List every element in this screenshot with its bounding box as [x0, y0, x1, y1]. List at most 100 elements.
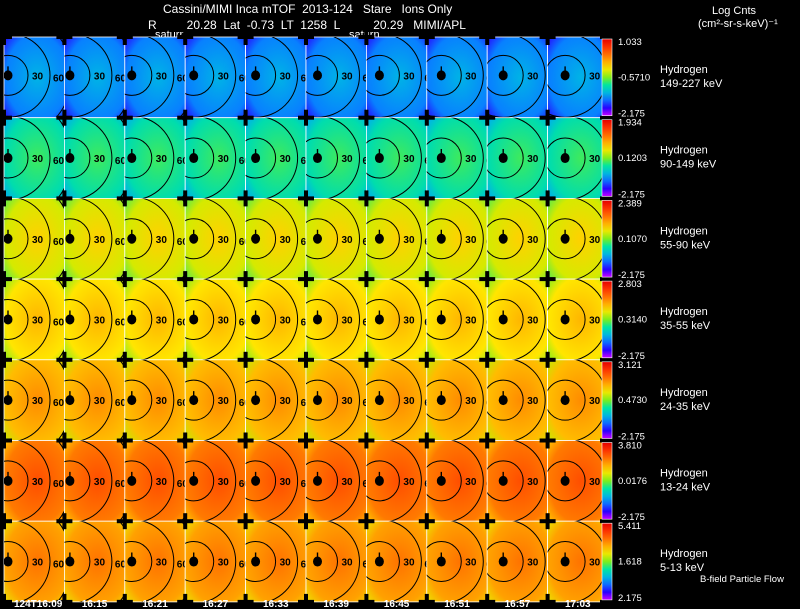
ring-label: 30	[589, 315, 601, 326]
ring-label: 60	[363, 317, 375, 328]
ring-label: 30	[403, 396, 415, 407]
species-label: Hydrogen	[660, 468, 708, 480]
grid-cross-marker	[56, 432, 73, 449]
ring-label: 60	[301, 73, 313, 84]
heatmap-cell: 30 60	[3, 359, 65, 441]
ring-label: 60	[424, 317, 436, 328]
grid-cross-marker	[56, 271, 73, 288]
grid-cross-marker	[418, 109, 435, 126]
ring-label: 60	[486, 317, 498, 328]
grid-cross-marker	[479, 190, 496, 207]
grid-cross-marker	[600, 513, 616, 530]
species-label: Hydrogen	[660, 145, 708, 157]
ring-label: 30	[403, 71, 415, 82]
grid-cross-marker	[298, 351, 314, 368]
grid-cross-marker	[539, 271, 556, 288]
grid-cross-marker	[116, 351, 133, 368]
grid-cross-marker	[600, 271, 616, 288]
energy-range-label: 5-13 keV	[660, 562, 705, 574]
ring-label: 30	[589, 154, 601, 165]
grid-cross-marker	[237, 109, 254, 126]
ring-label: 30	[342, 315, 354, 326]
grid-cross-marker	[600, 29, 616, 45]
time-tick-label: 16:27	[203, 599, 229, 609]
ring-label: 30	[218, 477, 230, 488]
ring-label: 60	[424, 237, 436, 248]
ring-label: 30	[218, 315, 230, 326]
grid-cross-marker	[418, 271, 435, 288]
ring-label: 30	[342, 477, 354, 488]
ring-label: 30	[527, 558, 539, 569]
colorbar-max-label: 1.033	[618, 37, 642, 48]
units-title: Log Cnts	[712, 5, 757, 17]
grid-cross-marker	[358, 190, 375, 207]
ring-label: 30	[218, 396, 230, 407]
grid-cross-marker	[0, 109, 12, 126]
colorbar-min-label: -2.175	[618, 189, 645, 200]
colorbar	[601, 38, 613, 116]
ring-label: 60	[486, 479, 498, 490]
ring-label: 30	[403, 235, 415, 246]
ring-label: 30	[403, 477, 415, 488]
ring-label: 30	[32, 154, 44, 165]
ring-label: 60	[363, 237, 375, 248]
ring-label: 60	[115, 237, 127, 248]
ring-label: 30	[465, 71, 477, 82]
colorbar	[601, 442, 613, 520]
title-line: Cassini/MIMI Inca mTOF 2013-124 Stare Io…	[163, 2, 453, 16]
ring-label: 30	[218, 558, 230, 569]
grid-cross-marker	[56, 109, 73, 126]
grid-cross-marker	[539, 109, 556, 126]
ring-label: 30	[32, 558, 44, 569]
colorbar-mid-label: 0.4730	[618, 395, 647, 406]
heatmap-cell: 30 60	[3, 440, 65, 522]
colorbar-mid-label: -0.5710	[618, 72, 650, 83]
ephemeris-line: R 20.28 Lat -0.73 LT 1258 L 20.29 MIMI/A…	[148, 18, 466, 32]
time-tick-label: 16:39	[323, 599, 349, 609]
ring-label: 30	[32, 235, 44, 246]
ring-label: 60	[301, 560, 313, 571]
ring-label: 30	[218, 71, 230, 82]
ring-label: 60	[301, 479, 313, 490]
grid-cross-marker	[479, 351, 496, 368]
ring-label: 60	[301, 317, 313, 328]
grid-cross-marker	[358, 351, 375, 368]
ring-label: 60	[239, 560, 251, 571]
colorbar	[601, 361, 613, 439]
grid-cross-marker	[418, 432, 435, 449]
grid-cross-marker	[116, 109, 133, 126]
grid-cross-marker	[177, 271, 194, 288]
grid-cross-marker	[56, 190, 73, 207]
colorbar-max-label: 2.803	[618, 279, 642, 290]
ring-label: 30	[94, 154, 106, 165]
grid-cross-marker	[298, 432, 314, 449]
ring-label: 60	[239, 73, 251, 84]
ring-label: 30	[218, 154, 230, 165]
ring-label: 30	[527, 396, 539, 407]
colorbar-min-label: -2.175	[618, 270, 645, 281]
colorbar-min-label: 2.175	[618, 593, 642, 604]
ring-label: 60	[363, 479, 375, 490]
colorbar-min-label: -2.175	[618, 109, 645, 120]
colorbar-mid-label: 0.3140	[618, 314, 647, 325]
ring-label: 30	[465, 154, 477, 165]
grid-cross-marker	[116, 513, 133, 530]
ring-label: 30	[465, 558, 477, 569]
ring-label: 30	[32, 71, 44, 82]
species-label: Hydrogen	[660, 225, 708, 237]
grid-cross-marker	[600, 190, 616, 207]
